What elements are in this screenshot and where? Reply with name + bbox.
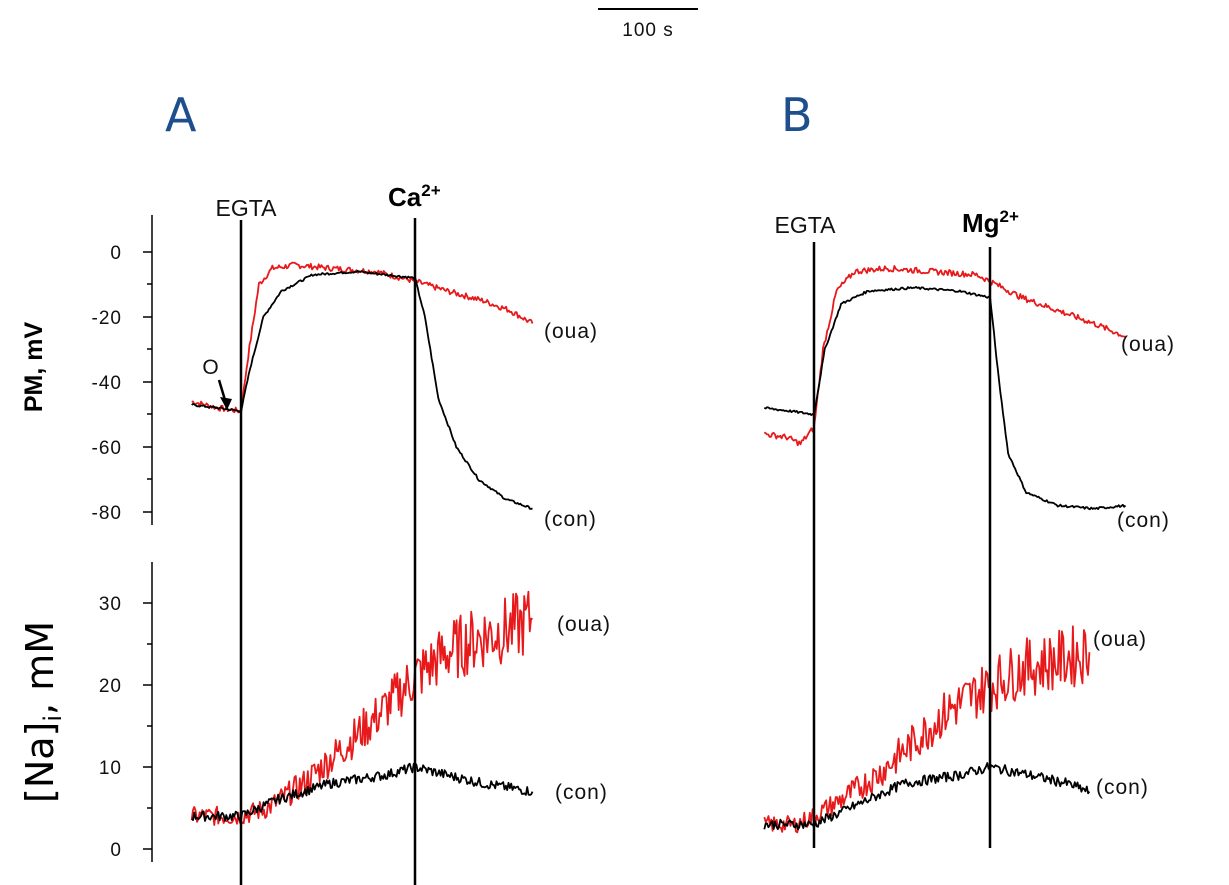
trace-label-oua-a-pm: (oua) [544,320,598,343]
trace-label-con-b-pm: (con) [1117,509,1170,532]
trace-a-na-oua [190,590,533,826]
na-tick-label: 10 [99,758,122,779]
na-y-axis [143,562,153,862]
na-tick-label: 0 [110,840,122,861]
pm-tick-label: -60 [92,438,122,459]
trace-label-oua-b-pm: (oua) [1121,333,1175,356]
trace-b-na-con [763,762,1091,831]
pm-tick-label: -80 [92,503,122,524]
na-tick-label: 30 [99,594,122,615]
trace-label-oua-b-na: (oua) [1093,628,1147,651]
ion-label-b: Mg2+ [962,207,1019,238]
trace-a-pm-con [191,269,533,510]
trace-label-con-a-na: (con) [555,781,608,804]
trace-a-na-con [191,762,534,822]
na-axis-title: [Na]i, mM [18,621,67,803]
pm-y-axis [143,215,153,525]
trace-label-con-a-pm: (con) [544,508,597,531]
egta-label-a: EGTA [216,195,278,221]
trace-label-oua-a-na: (oua) [557,613,611,636]
pm-tick-label: -40 [92,373,122,394]
na-tick-label: 20 [99,676,122,697]
trace-b-pm-oua [763,265,1126,447]
pm-tick-label: 0 [110,243,122,264]
ion-label-a: Ca2+ [388,181,441,212]
panel-b-letter: B [781,88,813,142]
pm-axis-title: PM, mV [20,322,48,413]
egta-label-b: EGTA [775,212,837,238]
pm-tick-label: -20 [92,308,122,329]
trace-b-pm-con [763,285,1127,511]
start-marker-label: O [202,356,219,379]
trace-label-con-b-na: (con) [1096,776,1149,799]
scale-bar-label: 100 s [622,20,673,41]
traces [190,261,1127,834]
trace-a-pm-oua [191,261,534,414]
start-marker-arrow [217,379,232,410]
panel-a-letter: A [165,88,197,142]
